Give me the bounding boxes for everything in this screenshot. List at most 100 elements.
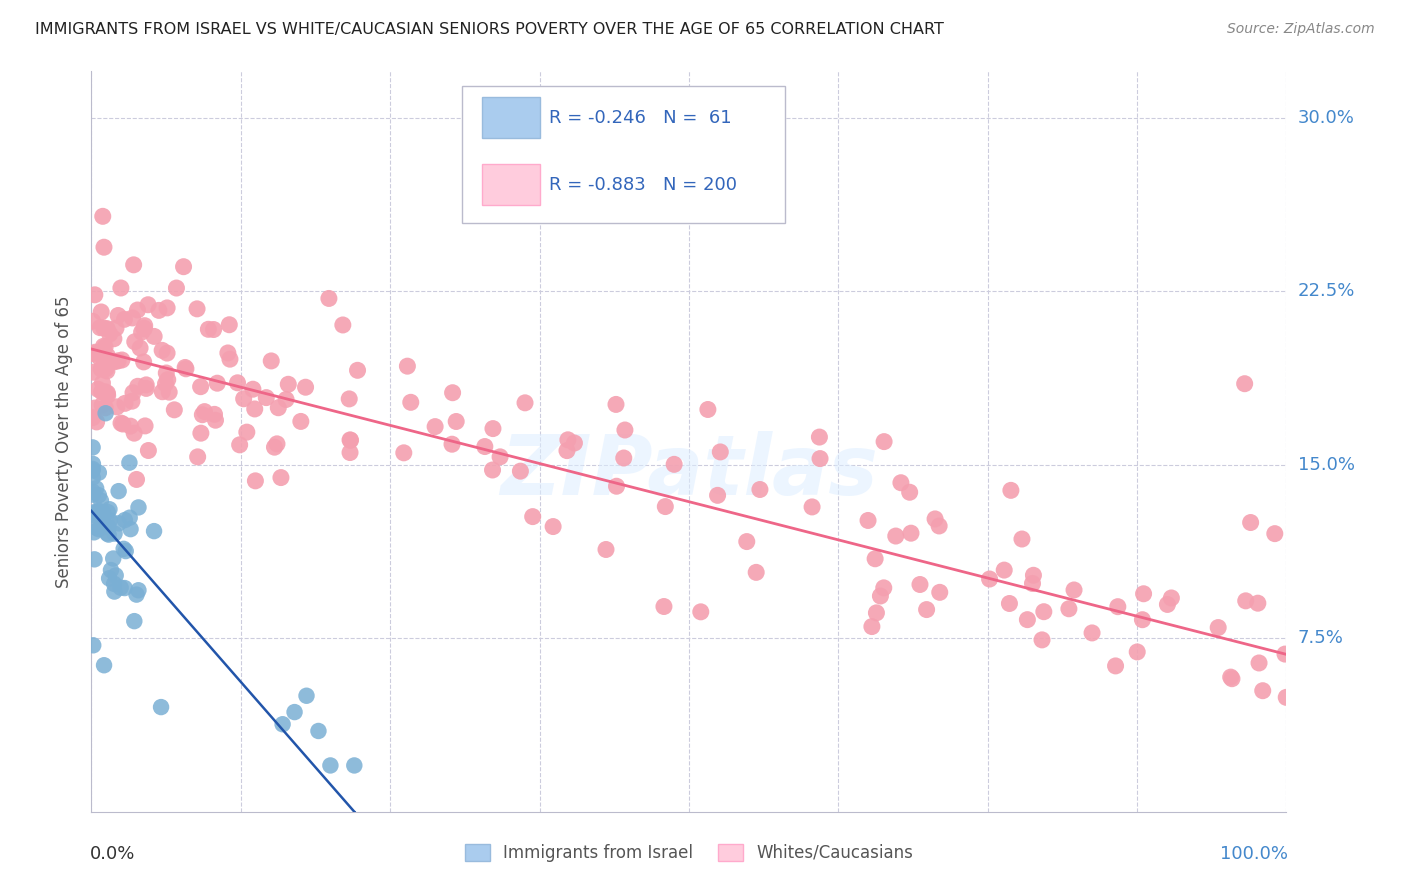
Point — [1275, 690, 1298, 705]
Point — [915, 602, 938, 616]
Text: 7.5%: 7.5% — [1298, 629, 1344, 648]
Point — [87, 504, 110, 518]
Point — [1126, 645, 1149, 659]
Point — [706, 488, 728, 502]
Point — [174, 360, 197, 375]
Point — [399, 395, 422, 409]
Point — [173, 260, 195, 274]
Point — [745, 566, 768, 580]
Point — [884, 529, 907, 543]
Point — [97, 388, 120, 402]
Point — [93, 321, 115, 335]
Point — [93, 658, 115, 673]
Point — [557, 433, 579, 447]
Point — [489, 450, 512, 464]
Point — [207, 376, 229, 391]
Point — [190, 426, 212, 441]
Point — [111, 353, 134, 368]
Point — [254, 391, 277, 405]
Text: 30.0%: 30.0% — [1298, 109, 1354, 127]
Point — [82, 638, 104, 652]
Point — [83, 288, 105, 302]
Point — [808, 451, 831, 466]
Point — [1219, 670, 1241, 684]
Point — [1264, 526, 1286, 541]
Point — [541, 519, 564, 533]
Point — [94, 384, 117, 399]
Point — [96, 364, 118, 378]
Text: IMMIGRANTS FROM ISRAEL VS WHITE/CAUCASIAN SENIORS POVERTY OVER THE AGE OF 65 COR: IMMIGRANTS FROM ISRAEL VS WHITE/CAUCASIA… — [35, 22, 943, 37]
Point — [83, 401, 105, 415]
Point — [114, 544, 136, 558]
Point — [97, 527, 120, 541]
Point — [266, 437, 288, 451]
Point — [89, 320, 111, 334]
Point — [97, 520, 120, 534]
Point — [86, 415, 108, 429]
Point — [105, 321, 128, 335]
Point — [150, 700, 173, 714]
Text: 15.0%: 15.0% — [1298, 456, 1354, 474]
Point — [98, 326, 121, 341]
Point — [91, 350, 114, 364]
Point — [1251, 683, 1274, 698]
Point — [107, 484, 129, 499]
Point — [689, 605, 711, 619]
Point — [91, 505, 114, 519]
Point — [1247, 656, 1270, 670]
Point — [118, 456, 141, 470]
Point — [998, 597, 1021, 611]
Point — [339, 433, 361, 447]
Point — [1206, 621, 1229, 635]
Point — [83, 525, 105, 540]
Point — [114, 396, 136, 410]
Point — [865, 606, 887, 620]
Point — [1063, 582, 1085, 597]
Point — [103, 332, 125, 346]
Point — [89, 351, 111, 366]
Point — [1274, 647, 1296, 661]
Point — [94, 340, 117, 354]
Point — [82, 410, 104, 425]
Point — [114, 312, 136, 326]
Point — [605, 479, 627, 493]
Point — [91, 210, 114, 224]
Point — [90, 384, 112, 399]
Point — [124, 614, 146, 628]
Point — [863, 551, 886, 566]
Point — [120, 522, 142, 536]
Point — [87, 488, 110, 502]
Point — [277, 377, 299, 392]
Point — [218, 318, 240, 332]
Point — [204, 413, 226, 427]
Point — [121, 310, 143, 325]
Point — [110, 281, 132, 295]
Point — [284, 705, 307, 719]
Point — [228, 438, 250, 452]
Point — [217, 346, 239, 360]
Point — [481, 463, 503, 477]
Point — [100, 563, 122, 577]
Point — [232, 392, 254, 406]
Point — [1160, 591, 1182, 605]
Point — [114, 513, 136, 527]
Point — [1247, 596, 1270, 610]
Point — [94, 406, 117, 420]
Point — [103, 526, 125, 541]
Point — [1031, 632, 1053, 647]
FancyBboxPatch shape — [461, 87, 785, 223]
Point — [509, 464, 531, 478]
Point — [83, 506, 105, 520]
Point — [204, 408, 226, 422]
Point — [709, 445, 731, 459]
Point — [122, 426, 145, 441]
Point — [82, 463, 104, 477]
Point — [346, 363, 368, 377]
Point — [242, 382, 264, 396]
Point — [564, 436, 586, 450]
Point — [1081, 626, 1104, 640]
Point — [103, 584, 125, 599]
Point — [513, 396, 536, 410]
Point — [319, 758, 342, 772]
Point — [979, 572, 1001, 586]
